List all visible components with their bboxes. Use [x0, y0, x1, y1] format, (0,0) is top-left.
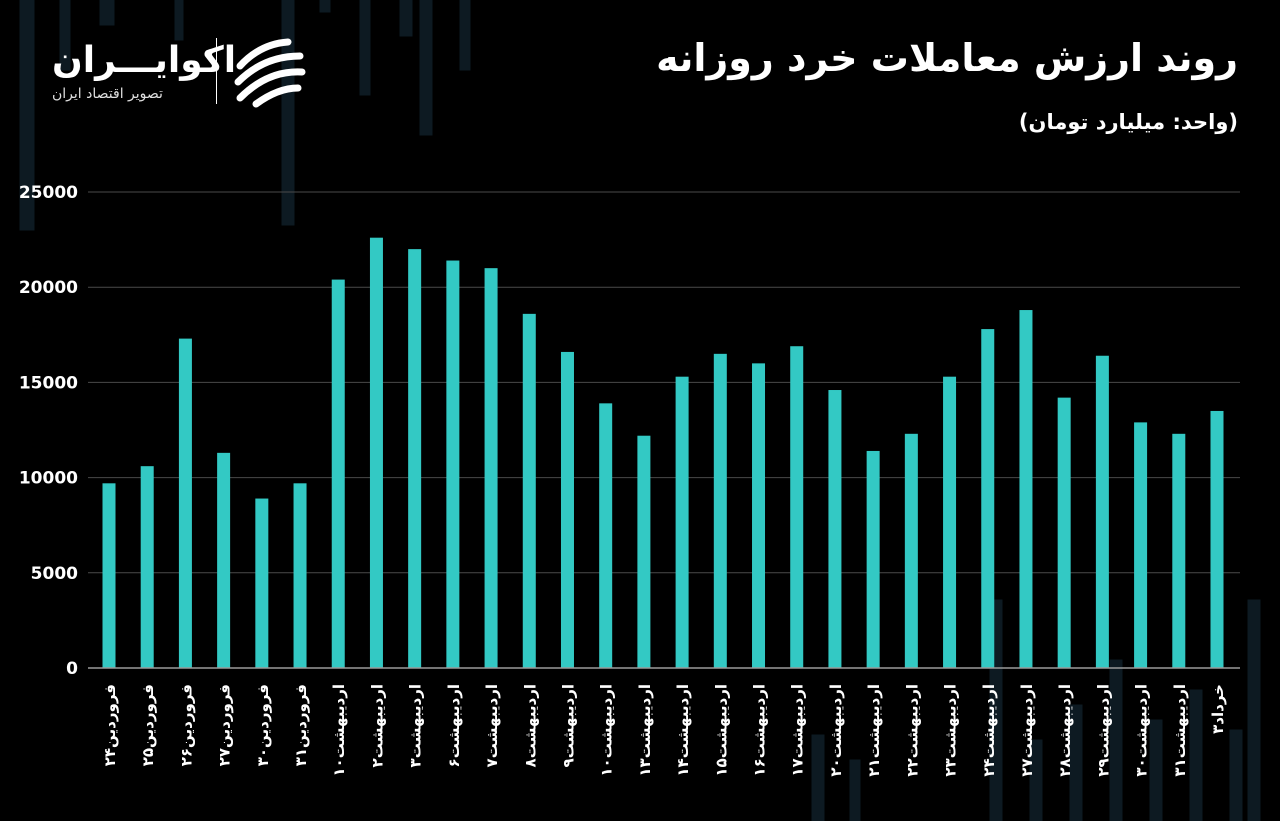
- x-tick-label: اردیبهشت۶: [445, 684, 463, 767]
- x-tick-label: فروردین۳۰: [254, 684, 272, 766]
- x-tick-label: اردیبهشت۱۰: [330, 684, 348, 777]
- bars: [102, 237, 1224, 669]
- x-tick-label: فروردین۳۱: [292, 684, 310, 766]
- x-tick-label: اردیبهشت۲۲: [903, 684, 921, 777]
- x-axis-labels: فروردین۲۴ فروردین۲۵ فروردین۲۶ فروردین۲۷ فرور…: [101, 684, 1227, 777]
- brand-name: اکوایـــران: [52, 40, 237, 81]
- bar: [484, 268, 498, 668]
- bar: [446, 260, 460, 668]
- x-tick-label: فروردین۲۷: [216, 684, 234, 766]
- bar: [790, 346, 804, 668]
- x-tick-label: خرداد۳: [1209, 684, 1227, 734]
- chart-title: روند ارزش معاملات خرد روزانه: [656, 36, 1238, 80]
- bar: [904, 433, 918, 668]
- x-tick-label: فروردین۲۶: [177, 684, 195, 766]
- brand-logo-icon: [234, 38, 306, 108]
- x-tick-label: اردیبهشت۱۴: [674, 684, 692, 777]
- bar: [752, 363, 766, 668]
- x-tick-label: اردیبهشت۳۰: [1133, 684, 1151, 777]
- bar: [293, 483, 307, 668]
- x-tick-label: اردیبهشت۷: [483, 684, 501, 767]
- bar: [637, 435, 651, 668]
- x-tick-label: اردیبهشت۲۷: [1018, 684, 1036, 777]
- x-tick-label: اردیبهشت۱۵: [712, 684, 730, 777]
- bar: [255, 498, 269, 668]
- x-tick-label: اردیبهشت۹: [559, 684, 577, 767]
- brand-block: اکوایـــران تصویر اقتصاد ایران: [48, 36, 318, 116]
- x-tick-label: فروردین۲۴: [101, 684, 119, 766]
- bar: [140, 466, 154, 668]
- x-tick-label: اردیبهشت۱۳: [636, 684, 654, 777]
- x-tick-label: اردیبهشت۳۱: [1171, 684, 1189, 777]
- bar: [1134, 422, 1148, 668]
- bar: [675, 376, 689, 668]
- bar: [1057, 397, 1071, 668]
- chart-unit-subtitle: (واحد: میلیارد تومان): [1018, 110, 1238, 134]
- x-tick-label: اردیبهشت۲۴: [980, 684, 998, 777]
- y-tick-label: 20000: [19, 278, 78, 298]
- x-tick-label: اردیبهشت۱۶: [751, 684, 769, 777]
- bar: [828, 390, 842, 668]
- bar: [1095, 355, 1109, 668]
- bar: [102, 483, 116, 668]
- bar: [943, 376, 957, 668]
- y-axis-ticks: 0 5000 10000 15000 20000 25000: [19, 183, 78, 679]
- bar: [866, 450, 880, 668]
- y-tick-label: 15000: [19, 373, 78, 393]
- brand-tagline: تصویر اقتصاد ایران: [52, 86, 163, 102]
- x-tick-label: اردیبهشت۸: [521, 684, 539, 767]
- x-tick-label: اردیبهشت۱۰: [598, 684, 616, 777]
- bar: [713, 353, 727, 668]
- bar: [178, 338, 192, 668]
- bar: [369, 237, 383, 669]
- x-tick-label: اردیبهشت۲۸: [1056, 684, 1074, 777]
- x-tick-label: اردیبهشت۳: [407, 684, 425, 767]
- x-tick-label: اردیبهشت۲: [368, 684, 386, 767]
- bar: [217, 452, 231, 668]
- bar: [1019, 310, 1033, 668]
- y-tick-label: 0: [66, 659, 78, 679]
- bar: [599, 403, 613, 668]
- brand-divider: [216, 38, 217, 104]
- bar: [560, 351, 574, 668]
- x-tick-label: اردیبهشت۲۰: [827, 684, 845, 777]
- y-tick-label: 25000: [19, 183, 78, 203]
- x-tick-label: اردیبهشت۱۷: [789, 684, 807, 777]
- bar: [981, 329, 995, 668]
- x-tick-label: اردیبهشت۲۳: [942, 684, 960, 777]
- bar: [1172, 433, 1186, 668]
- x-tick-label: اردیبهشت۲۱: [865, 684, 883, 777]
- y-tick-label: 5000: [31, 564, 78, 584]
- y-tick-label: 10000: [19, 469, 78, 489]
- bar: [331, 279, 345, 668]
- x-tick-label: اردیبهشت۲۹: [1094, 684, 1112, 777]
- bar: [1210, 410, 1224, 668]
- bar: [408, 249, 422, 668]
- grid-lines: [88, 191, 1240, 574]
- bar: [522, 313, 536, 668]
- x-tick-label: فروردین۲۵: [139, 684, 157, 766]
